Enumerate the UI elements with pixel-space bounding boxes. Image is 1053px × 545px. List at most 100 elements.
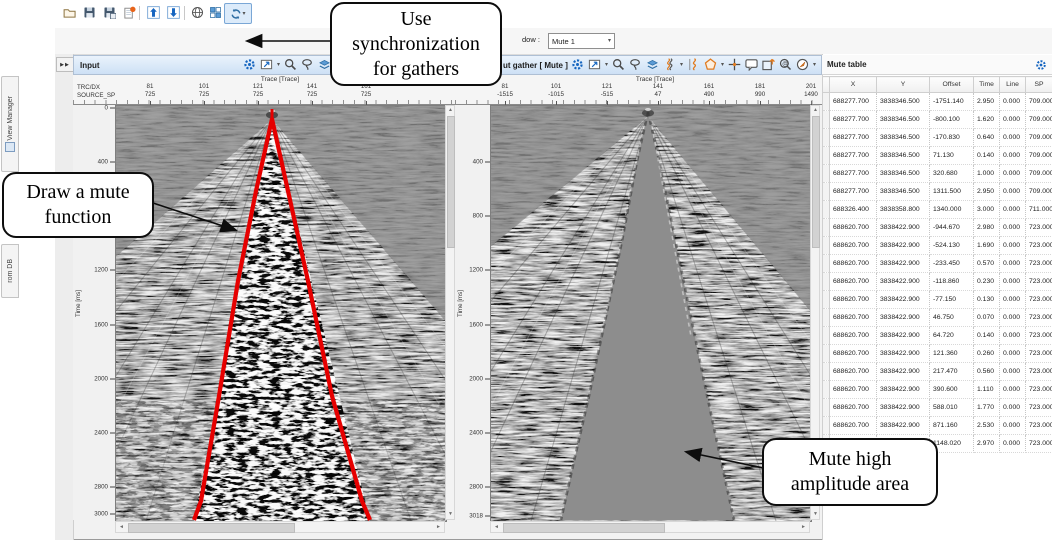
fit-dropdown-caret[interactable]: ▾ [605,61,609,68]
export-image-icon[interactable] [762,58,776,71]
table-row[interactable]: 688620.700 3838422.900 -233.450 0.570 0.000 7… [822,254,1052,273]
table-cell[interactable]: 0.230 [973,272,1000,291]
table-row[interactable]: 688620.700 3838422.900 390.600 1.110 0.000 72… [822,380,1052,399]
table-cell[interactable]: 0.000 [999,254,1026,273]
table-cell[interactable]: 3.000 [973,200,1000,219]
table-cell[interactable]: 217.470 [929,362,974,381]
table-cell[interactable]: 2.530 [973,416,1000,435]
zoom-icon[interactable] [284,58,297,71]
table-cell[interactable]: 1311.500 [929,182,974,201]
table-row[interactable]: 688620.700 3838422.900 871.160 2.530 0.000 72… [822,416,1052,435]
table-cell[interactable]: 688620.700 [829,398,877,417]
sync-dropdown-caret[interactable]: ▾ [242,10,246,17]
sidebar-tab-from-db[interactable]: rom DB [1,244,19,298]
table-cell[interactable]: 1340.000 [929,200,974,219]
table-cell[interactable]: 0.000 [999,434,1026,453]
output-horizontal-scrollbar[interactable]: ◄ ► [490,521,810,533]
table-cell[interactable]: 688277.700 [829,182,877,201]
table-cell[interactable]: 688620.700 [829,254,877,273]
table-cell[interactable]: 320.680 [929,164,974,183]
table-cell[interactable]: 390.600 [929,380,974,399]
table-cell[interactable]: 0.640 [973,128,1000,147]
table-cell[interactable]: 709.000 [1025,182,1052,201]
table-cell[interactable]: 709.000 [1025,164,1052,183]
table-cell[interactable]: 1.000 [973,164,1000,183]
table-cell[interactable]: 0.000 [999,290,1026,309]
table-cell[interactable]: 688620.700 [829,362,877,381]
table-cell[interactable]: 0.000 [999,200,1026,219]
table-cell[interactable]: -944.670 [929,218,974,237]
mute-table[interactable]: X Y Offset Time Line SP 688277.700 383834… [822,76,1052,453]
compass-icon[interactable] [796,58,809,71]
table-cell[interactable]: 1.110 [973,380,1000,399]
table-cell[interactable]: 0.000 [999,380,1026,399]
save-icon[interactable] [80,3,99,22]
table-row[interactable]: 688277.700 3838346.500 -170.830 0.640 0.000 7… [822,128,1052,147]
table-cell[interactable]: 711.000 [1025,200,1052,219]
table-cell[interactable]: 0.000 [999,326,1026,345]
table-cell[interactable]: 3838422.900 [876,308,930,327]
table-cell[interactable]: 0.260 [973,344,1000,363]
synchronize-button[interactable]: ▾ [224,3,252,24]
fit-window-icon[interactable] [588,58,601,71]
table-cell[interactable]: 0.560 [973,362,1000,381]
window-select[interactable]: Mute 1 ▾ [548,33,615,49]
table-cell[interactable]: 723.000 [1025,326,1052,345]
table-cell[interactable]: 688326.400 [829,200,877,219]
table-cell[interactable]: 0.000 [999,344,1026,363]
table-cell[interactable]: 709.000 [1025,92,1052,111]
sidebar-tab-view-manager[interactable]: View Manager [1,76,19,172]
table-cell[interactable]: 0.000 [999,110,1026,129]
table-cell[interactable]: 3838422.900 [876,272,930,291]
table-cell[interactable]: 3838346.500 [876,92,930,111]
table-cell[interactable]: 1148.020 [929,434,974,453]
output-seismic-view[interactable] [490,105,812,522]
table-cell[interactable]: 3838422.900 [876,380,930,399]
table-cell[interactable]: 3838346.500 [876,182,930,201]
table-row[interactable]: 688620.700 3838422.900 -118.860 0.230 0.000 7… [822,272,1052,291]
table-cell[interactable]: 2.970 [973,434,1000,453]
table-cell[interactable]: 3838346.500 [876,128,930,147]
table-cell[interactable]: 688620.700 [829,344,877,363]
table-cell[interactable]: 3838346.500 [876,164,930,183]
table-cell[interactable]: -800.100 [929,110,974,129]
table-row[interactable]: 688277.700 3838346.500 -800.100 1.620 0.000 7… [822,110,1052,129]
table-row[interactable]: 688620.700 3838422.900 -77.150 0.130 0.000 72… [822,290,1052,309]
table-cell[interactable]: 688277.700 [829,110,877,129]
table-cell[interactable]: -233.450 [929,254,974,273]
table-row[interactable]: 688277.700 3838346.500 320.680 1.000 0.000 70… [822,164,1052,183]
tile-windows-icon[interactable] [206,3,225,22]
wiggle-dropdown-caret[interactable]: ▾ [680,61,684,68]
table-cell[interactable]: 3838422.900 [876,416,930,435]
table-cell[interactable]: 3838422.900 [876,236,930,255]
table-cell[interactable]: 121.360 [929,344,974,363]
table-cell[interactable]: 723.000 [1025,434,1052,453]
input-seismic-view[interactable] [115,105,447,522]
table-cell[interactable]: 709.000 [1025,110,1052,129]
table-row[interactable]: 688277.700 3838346.500 1311.500 2.950 0.000 7… [822,182,1052,201]
table-cell[interactable]: 723.000 [1025,272,1052,291]
table-cell[interactable]: 71.130 [929,146,974,165]
table-cell[interactable]: 3838422.900 [876,326,930,345]
table-cell[interactable]: 0.140 [973,326,1000,345]
polygon-dropdown-caret[interactable]: ▾ [721,61,725,68]
table-cell[interactable]: 3838346.500 [876,110,930,129]
table-row[interactable]: 688277.700 3838346.500 71.130 0.140 0.000 709… [822,146,1052,165]
table-cell[interactable]: 723.000 [1025,398,1052,417]
table-cell[interactable]: 3838422.900 [876,362,930,381]
table-cell[interactable]: 0.070 [973,308,1000,327]
table-cell[interactable]: -524.130 [929,236,974,255]
table-cell[interactable]: 46.750 [929,308,974,327]
table-row[interactable]: 688620.700 3838422.900 64.720 0.140 0.000 723… [822,326,1052,345]
table-cell[interactable]: 3838422.900 [876,290,930,309]
table-row[interactable]: 688620.700 3838422.900 -944.670 2.980 0.000 7… [822,218,1052,237]
lasso-select-icon[interactable] [629,58,642,71]
table-cell[interactable]: 709.000 [1025,128,1052,147]
table-cell[interactable]: 3838422.900 [876,398,930,417]
table-cell[interactable]: -1751.140 [929,92,974,111]
zoom-value-icon[interactable] [779,58,792,71]
zoom-icon[interactable] [612,58,625,71]
table-row[interactable]: 688620.700 3838422.900 588.010 1.770 0.000 72… [822,398,1052,417]
table-cell[interactable]: 723.000 [1025,344,1052,363]
crosshair-pick-icon[interactable] [728,58,741,71]
